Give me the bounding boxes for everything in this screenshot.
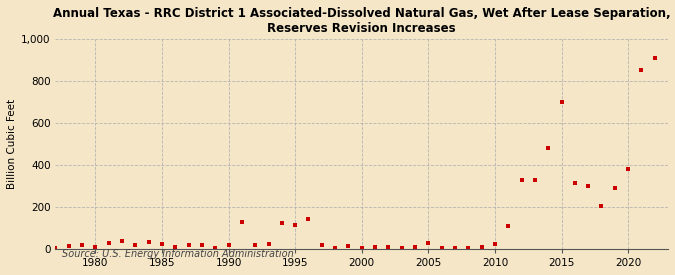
Y-axis label: Billion Cubic Feet: Billion Cubic Feet — [7, 99, 17, 189]
Title: Annual Texas - RRC District 1 Associated-Dissolved Natural Gas, Wet After Lease : Annual Texas - RRC District 1 Associated… — [53, 7, 670, 35]
Text: Source: U.S. Energy Information Administration: Source: U.S. Energy Information Administ… — [61, 249, 294, 259]
